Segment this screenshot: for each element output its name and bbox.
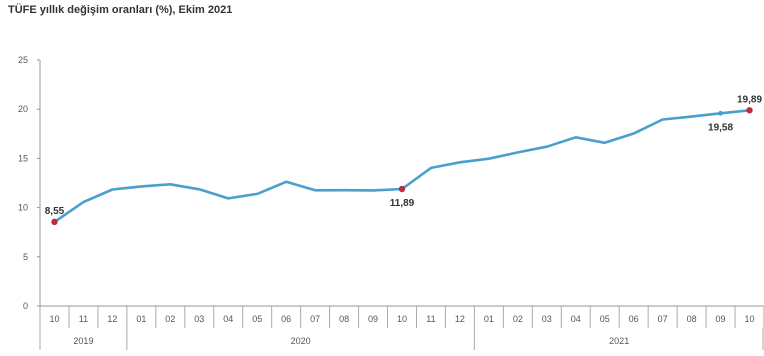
- year-group-label: 2021: [609, 336, 629, 346]
- x-tick-label: 07: [310, 314, 320, 324]
- data-point-marker: [718, 110, 723, 116]
- data-label: 19,89: [737, 94, 762, 105]
- data-label: 11,89: [390, 198, 415, 209]
- year-groups: 2019 2020 2021: [39, 328, 764, 350]
- x-axis-ticks: 10 11 12 01 02 03 04 05 06 07 08 09 10 11 12 01 02 03 04 05…: [39, 306, 764, 328]
- data-label: 19,58: [708, 122, 733, 133]
- y-tick-label: 5: [23, 252, 28, 262]
- x-tick-label: 03: [194, 314, 204, 324]
- x-tick-label: 05: [252, 314, 262, 324]
- y-tick-label: 25: [18, 55, 28, 65]
- data-labels: 8,55 11,89 19,58 19,89: [45, 94, 763, 217]
- y-axis-ticks: 0 5 10 15 20 25: [18, 55, 40, 311]
- x-tick-label: 04: [223, 314, 233, 324]
- x-tick-label: 06: [281, 314, 291, 324]
- x-tick-label: 01: [136, 314, 146, 324]
- x-tick-label: 10: [49, 314, 59, 324]
- x-tick-label: 08: [687, 314, 697, 324]
- x-tick-label: 09: [368, 314, 378, 324]
- x-tick-label: 09: [716, 314, 726, 324]
- x-tick-label: 12: [455, 314, 465, 324]
- x-tick-label: 08: [339, 314, 349, 324]
- data-point-marker: [51, 218, 58, 226]
- x-tick-label: 07: [658, 314, 668, 324]
- axes: [39, 60, 764, 307]
- year-group-label: 2020: [291, 336, 311, 346]
- x-tick-label: 11: [79, 314, 88, 324]
- data-point-marker: [398, 185, 406, 193]
- y-tick-label: 10: [18, 203, 28, 213]
- x-tick-label: 10: [745, 314, 755, 324]
- x-tick-label: 05: [600, 314, 610, 324]
- x-tick-label: 01: [484, 314, 494, 324]
- y-tick-label: 15: [18, 153, 28, 163]
- y-tick-label: 20: [18, 104, 28, 114]
- x-tick-label: 10: [397, 314, 407, 324]
- x-tick-label: 06: [629, 314, 639, 324]
- x-tick-label: 11: [426, 314, 435, 324]
- chart-title: TÜFE yıllık değişim oranları (%), Ekim 2…: [8, 4, 233, 16]
- x-tick-label: 02: [513, 314, 523, 324]
- x-tick-label: 04: [571, 314, 581, 324]
- data-label: 8,55: [45, 206, 65, 217]
- data-markers: [51, 107, 753, 226]
- data-point-marker: [746, 107, 753, 114]
- x-tick-label: 03: [542, 314, 552, 324]
- year-group-label: 2019: [73, 336, 93, 346]
- y-tick-label: 0: [23, 301, 28, 311]
- x-tick-label: 02: [165, 314, 175, 324]
- x-tick-label: 12: [107, 314, 117, 324]
